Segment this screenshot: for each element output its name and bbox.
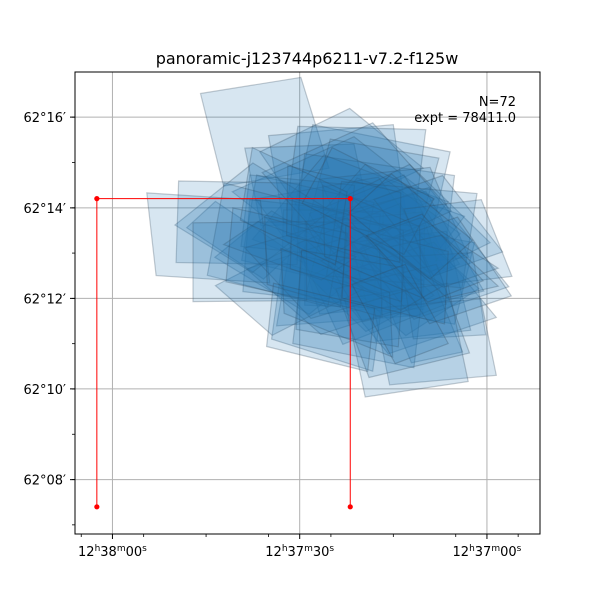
footprint-polygon — [319, 163, 461, 285]
footprint-polygon — [292, 211, 450, 315]
chart-title: panoramic-j123744p6211-v7.2-f125w — [156, 49, 459, 68]
footprint-polygon — [292, 255, 425, 369]
footprint-polygon — [322, 184, 423, 299]
box-corner-marker — [94, 196, 100, 202]
footprint-polygon — [403, 199, 513, 287]
footprint-polygon — [332, 186, 510, 321]
y-tick-label: 62°08′ — [23, 474, 66, 489]
footprint-polygon — [399, 252, 487, 340]
footprint-polygon — [241, 174, 375, 289]
footprint-polygon — [173, 162, 332, 274]
footprint-polygon — [222, 220, 358, 281]
plot-frame — [74, 71, 541, 535]
footprint-polygon — [265, 282, 376, 373]
footprint-polygon — [295, 202, 448, 346]
footprint-polygons — [146, 76, 513, 398]
y-tick-label: 62°14′ — [23, 202, 66, 217]
footprint-polygon — [304, 214, 476, 325]
footprint-polygon — [206, 182, 346, 308]
footprint-polygon — [325, 180, 478, 289]
footprint-polygon — [304, 220, 426, 311]
x-tick-label: 12h38m00s — [78, 544, 147, 560]
footprint-polygon — [290, 123, 451, 251]
footprint-polygon — [303, 138, 440, 256]
footprint-polygon — [347, 163, 492, 274]
footprint-polygon — [225, 207, 348, 308]
selection-box — [94, 196, 353, 510]
footprint-polygon — [213, 210, 367, 316]
footprint-polygon — [329, 219, 480, 337]
footprint-polygon — [303, 190, 485, 323]
footprint-polygon — [185, 200, 294, 280]
y-tick-label: 62°10′ — [23, 383, 66, 398]
footprint-polygon — [146, 192, 271, 284]
footprint-polygon — [343, 282, 469, 398]
axis-ticks: 12h38m00s 12h37m30s 12h37m00s 62°08′ 62°10′ 6… — [23, 111, 521, 560]
footprint-polygon — [308, 174, 461, 304]
footprint-polygon — [264, 216, 383, 318]
footprint-polygon — [324, 241, 498, 355]
footprint-polygon — [244, 143, 372, 227]
footprint-polygon — [365, 213, 485, 303]
footprint-polygon — [350, 230, 472, 342]
footprint-polygon — [374, 216, 513, 325]
footprint-polygon — [280, 247, 394, 359]
footprint-polygon — [319, 235, 446, 311]
footprint-polygon — [242, 198, 381, 307]
footprint-polygon — [175, 180, 301, 266]
footprint-polygon — [245, 237, 419, 335]
footprint-polygon — [341, 224, 449, 325]
footprint-polygon — [389, 234, 500, 299]
box-corner-marker — [94, 504, 100, 510]
box-corner-marker — [347, 504, 353, 510]
footprint-polygon — [373, 174, 504, 277]
count-annotation: N=72 — [479, 95, 516, 110]
footprint-polygon — [285, 125, 427, 213]
footprint-polygon — [192, 221, 308, 303]
footprint-polygon — [373, 298, 498, 386]
footprint-polygon — [318, 166, 470, 270]
footprint-polygon — [348, 173, 474, 280]
footprint-polygon — [261, 122, 453, 262]
footprint-polygon — [243, 217, 415, 320]
footprint-polygon — [363, 217, 500, 288]
y-tick-label: 62°16′ — [23, 111, 66, 126]
footprint-polygon — [294, 177, 466, 299]
footprint-polygon — [335, 263, 471, 379]
footprint-polygon — [270, 261, 384, 372]
footprint-polygon — [289, 197, 404, 303]
footprint-polygon — [308, 240, 435, 333]
x-tick-label: 12h37m30s — [265, 544, 334, 560]
x-tick-label: 12h37m00s — [453, 544, 522, 560]
footprint-polygon — [240, 174, 356, 258]
exposure-annotation: expt = 78411.0 — [414, 111, 516, 126]
footprint-polygon — [214, 238, 364, 337]
footprint-polygon — [199, 76, 330, 187]
footprint-polygon — [239, 146, 348, 266]
footprint-polygon — [335, 185, 453, 297]
footprint-polygon — [285, 165, 402, 263]
footprint-polygon — [301, 146, 435, 256]
footprint-polygon — [258, 107, 425, 224]
footprint-polygon — [295, 153, 456, 253]
box-corner-marker — [347, 196, 353, 202]
footprint-polygon — [361, 233, 464, 364]
grid-lines — [75, 72, 540, 534]
y-tick-label: 62°12′ — [23, 292, 66, 307]
footprint-polygon — [267, 124, 407, 224]
footprint-polygon — [231, 136, 436, 256]
footprint-polygon — [351, 263, 450, 365]
